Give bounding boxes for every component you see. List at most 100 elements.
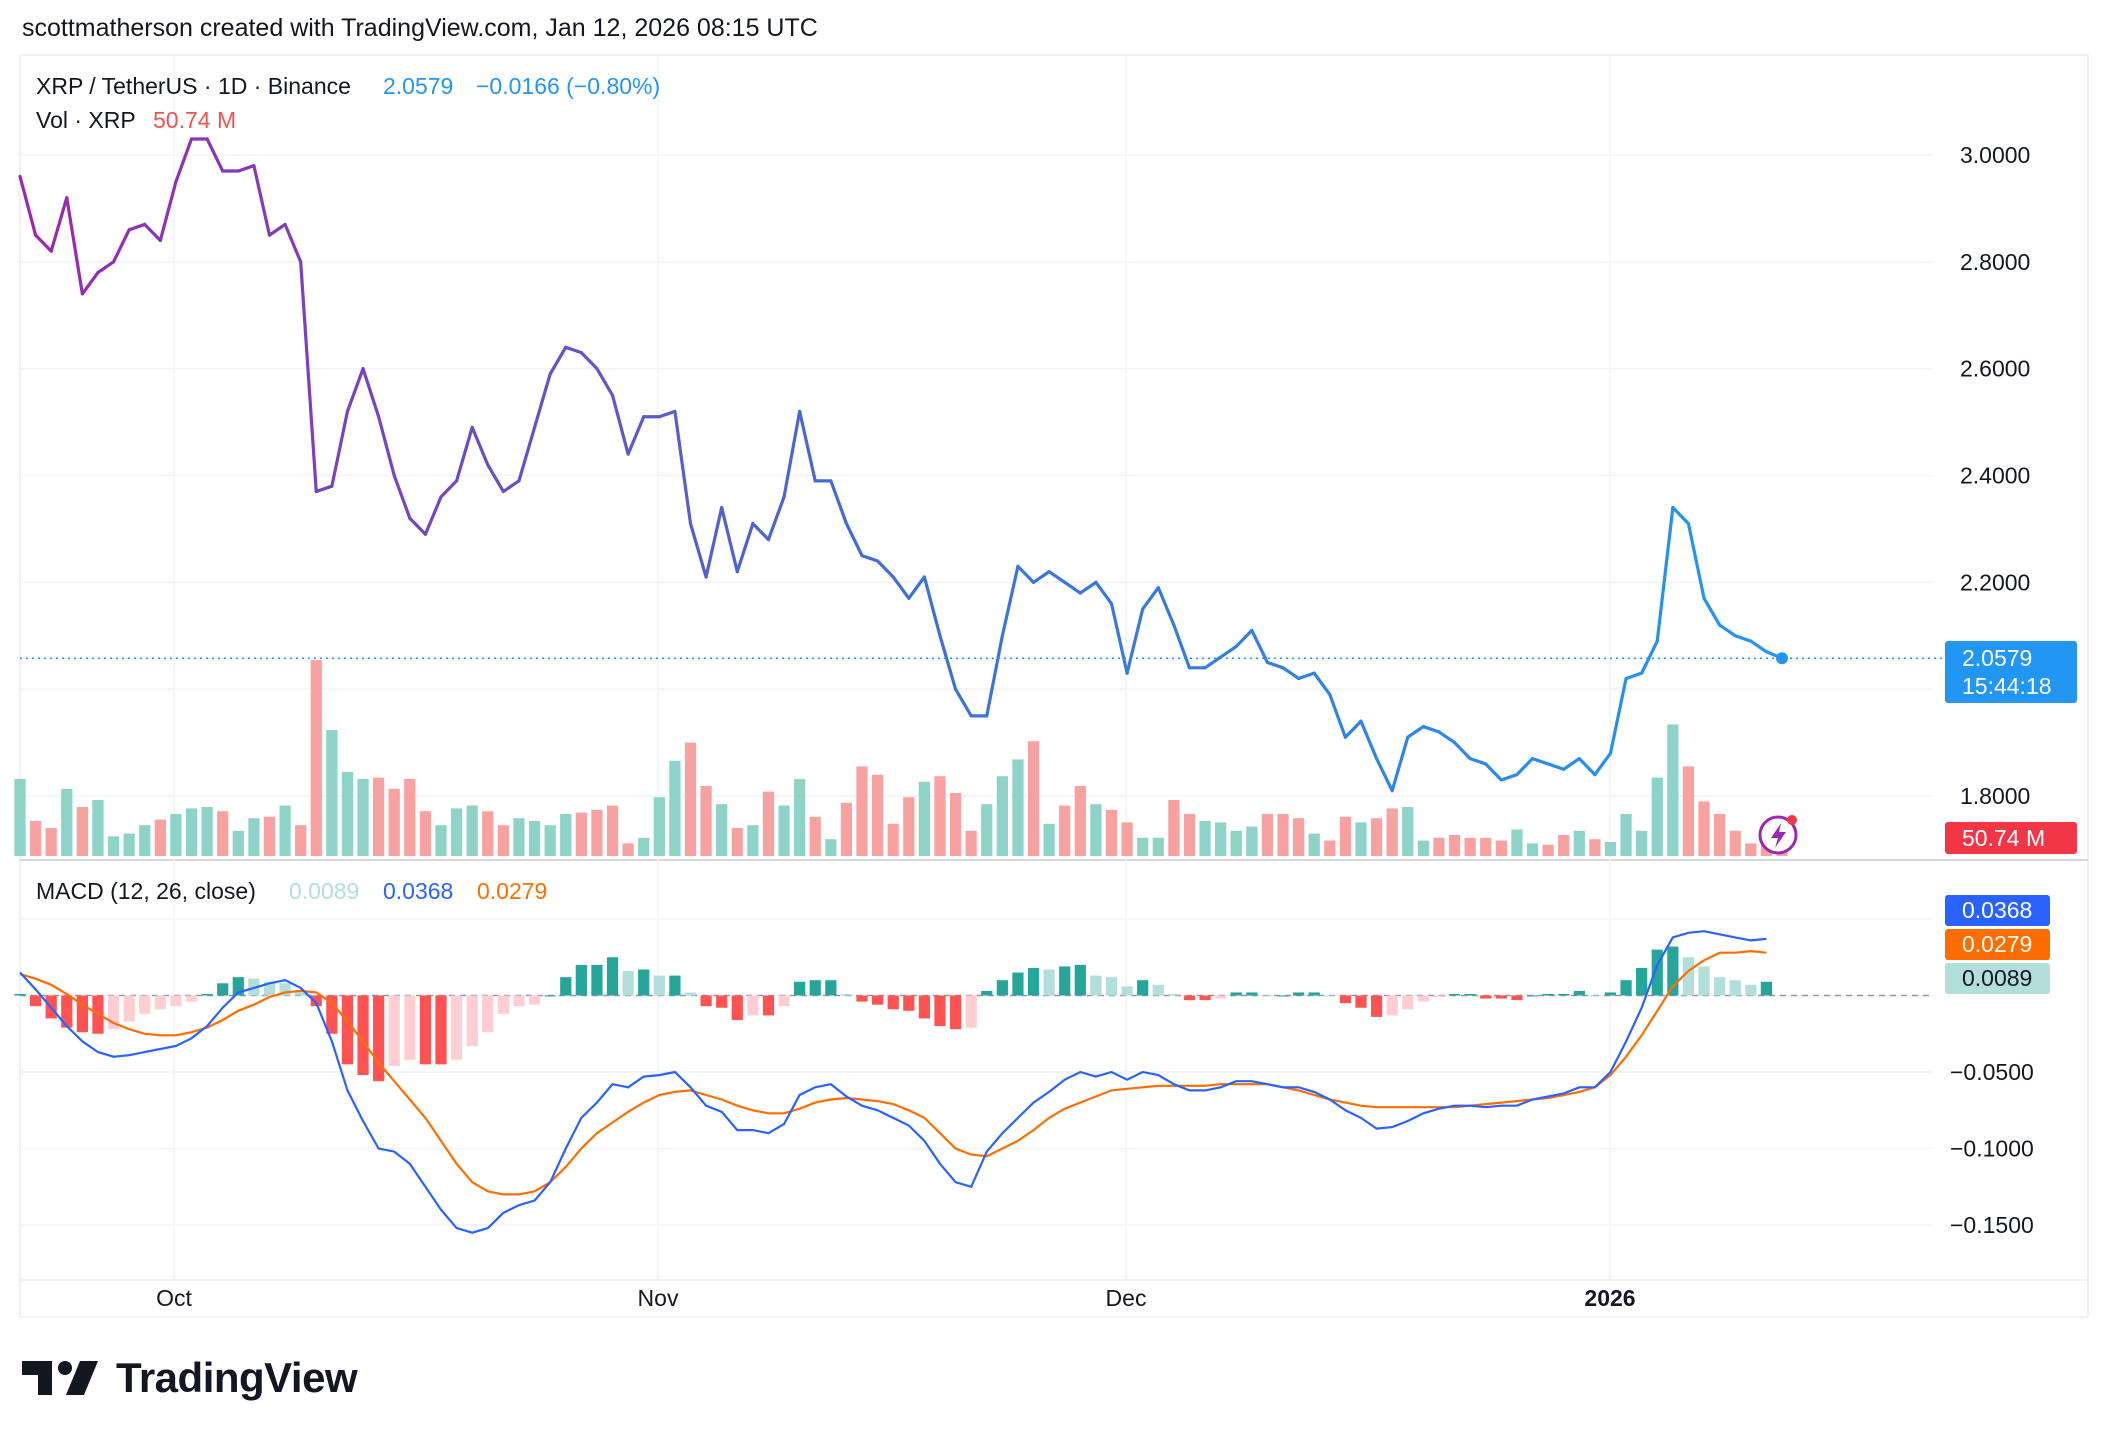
price-line-segment <box>657 409 677 419</box>
price-line-segment <box>1484 762 1503 782</box>
macd-histogram-bar <box>606 957 619 996</box>
lightning-icon[interactable] <box>1758 815 1798 855</box>
volume-bar <box>61 788 73 856</box>
volume-bar <box>1729 830 1741 856</box>
price-line-segment <box>876 559 895 579</box>
volume-bar <box>1589 839 1601 856</box>
price-line-segment <box>314 484 334 494</box>
macd-histogram-bar <box>1589 995 1601 997</box>
volume-bar <box>1480 837 1492 856</box>
volume-bar <box>1526 843 1539 856</box>
tradingview-wordmark: TradingView <box>116 1354 358 1401</box>
macd-histogram-bar <box>1043 969 1055 996</box>
macd-histogram-bar <box>903 995 915 1011</box>
macd-histogram-bar <box>1059 966 1071 996</box>
macd-histogram-bar <box>871 995 884 1005</box>
tv-logo-icon <box>22 1361 98 1395</box>
macd-histogram-bar <box>794 981 806 996</box>
volume-bar <box>684 742 697 856</box>
volume-bar <box>965 830 977 856</box>
price-line-segment <box>392 473 412 520</box>
macd-histogram-bar <box>1495 995 1507 999</box>
volume-bar <box>934 776 946 856</box>
volume-bar <box>638 837 650 856</box>
macd-histogram-bar <box>981 990 993 996</box>
tradingview-logo[interactable]: TradingView <box>22 1354 358 1401</box>
macd-histogram-bar <box>1651 949 1663 996</box>
macd-histogram-bar <box>1215 995 1227 999</box>
macd-histogram-bar <box>107 995 120 1030</box>
volume-bar <box>622 843 634 856</box>
price-line-segment <box>720 505 739 574</box>
volume-bar <box>497 825 509 856</box>
price-line-segment <box>1530 757 1550 766</box>
price-line-segment <box>96 260 116 275</box>
volume-bar <box>1308 833 1320 856</box>
price-line-segment <box>1359 719 1379 761</box>
macd-histogram-bar <box>1542 993 1554 996</box>
volume-bar <box>1090 804 1102 856</box>
macd-histogram-bar <box>404 995 416 1060</box>
volume-bar <box>1573 830 1585 856</box>
volume-bar <box>1199 821 1211 856</box>
volume-bar <box>949 793 962 856</box>
macd-histogram-bar <box>1620 980 1632 996</box>
volume-bar <box>1324 840 1336 856</box>
price-line-segment <box>1390 735 1410 793</box>
legend-vol-label: Vol · XRP <box>36 107 136 133</box>
price-line-segment <box>33 233 53 253</box>
macd-histogram-bar <box>1558 993 1570 996</box>
volume-badge: 50.74 M <box>1945 822 2077 854</box>
price-line-segment <box>704 505 724 579</box>
attribution-text: scottmatherson created with TradingView.… <box>22 14 818 42</box>
price-line-segment <box>953 687 973 718</box>
volume-bar <box>139 825 151 856</box>
volume-bar <box>1215 822 1227 856</box>
volume-bar <box>1293 818 1305 856</box>
volume-bar <box>1168 800 1180 856</box>
macd-histogram-bar <box>1448 993 1461 996</box>
macd-histogram-bar <box>61 995 73 1028</box>
volume-bar <box>92 800 104 856</box>
price-line-segment <box>673 409 693 526</box>
macd-histogram-bar <box>1183 995 1196 1001</box>
price-line-segment <box>579 351 599 371</box>
volume-bar <box>918 781 931 856</box>
legend-macd-line: 0.0368 <box>383 878 453 904</box>
svg-text:15:44:18: 15:44:18 <box>1962 673 2052 699</box>
volume-bar <box>731 828 743 856</box>
macd-histogram-bar <box>1230 992 1242 996</box>
price-line-segment <box>532 372 552 430</box>
time-tick-label: Dec <box>1106 1285 1147 1311</box>
price-line-segment <box>1078 580 1098 595</box>
price-line-segment <box>455 425 474 483</box>
macd-histogram-bar <box>778 995 790 1007</box>
volume-bar <box>716 804 728 856</box>
macd-histogram-bar <box>622 971 634 996</box>
macd-histogram-bar <box>731 995 743 1020</box>
price-line-segment <box>439 479 459 499</box>
price-line-segment <box>1702 596 1722 627</box>
price-line-segment <box>236 164 256 173</box>
macd-histogram-bar <box>29 995 42 1007</box>
price-line-segment <box>143 222 162 243</box>
macd-histogram-bar <box>1480 995 1492 999</box>
price-line-segment <box>1406 724 1425 739</box>
price-line-segment <box>735 521 755 574</box>
volume-bar <box>1183 814 1196 856</box>
macd-histogram-bar <box>1293 992 1305 996</box>
price-line-segment <box>1203 655 1223 670</box>
volume-bar <box>357 779 369 856</box>
macd-histogram-bar <box>14 993 26 996</box>
volume-bar <box>1402 807 1414 856</box>
macd-histogram-bar <box>482 995 494 1033</box>
volume-bar <box>1620 814 1632 856</box>
volume-bar <box>1152 837 1164 856</box>
volume-bar <box>45 828 57 856</box>
volume-bar <box>825 839 837 856</box>
price-axis: 3.0000 2.8000 2.6000 2.4000 2.2000 1.8000 −0.0… <box>1950 142 2034 1238</box>
legend-symbol: XRP / TetherUS · 1D · Binance <box>36 73 351 99</box>
chart-canvas[interactable]: 3.0000 2.8000 2.6000 2.4000 2.2000 1.8000 −0.0… <box>0 0 2108 1340</box>
price-line-segment <box>1156 586 1176 627</box>
macd-histogram-bar <box>388 995 400 1066</box>
